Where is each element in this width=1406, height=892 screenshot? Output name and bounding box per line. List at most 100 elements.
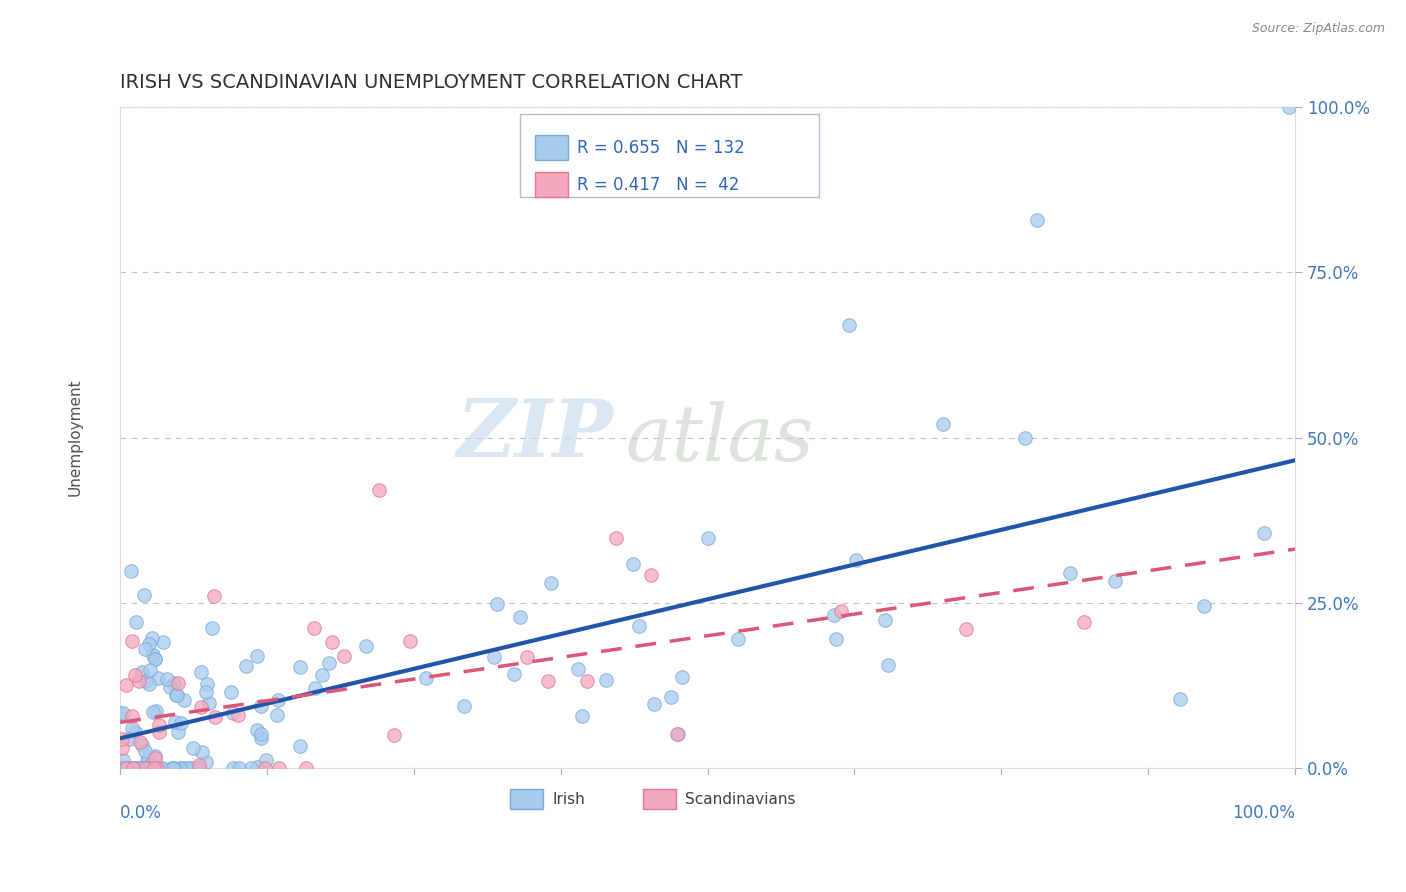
Point [143, 761, 166, 775]
Point [605, 531, 627, 545]
Point [239, 761, 262, 775]
Point [112, 753, 135, 767]
Point [152, 635, 174, 649]
Point [177, 761, 200, 775]
Point [134, 761, 156, 775]
Point [149, 761, 172, 775]
Point [540, 575, 562, 590]
Point [138, 677, 160, 691]
Point [143, 751, 166, 765]
FancyBboxPatch shape [520, 114, 820, 196]
Point [111, 741, 134, 756]
Point [142, 648, 165, 662]
Point [825, 632, 848, 646]
Point [148, 718, 170, 732]
Point [266, 707, 288, 722]
Point [249, 698, 271, 713]
Point [595, 673, 617, 687]
Point [120, 761, 142, 775]
Text: 0.0%: 0.0% [120, 804, 162, 822]
Point [121, 761, 143, 775]
Point [195, 677, 218, 691]
Point [955, 622, 977, 636]
Point [169, 761, 191, 775]
Text: 100.0%: 100.0% [1232, 804, 1295, 822]
Point [623, 557, 645, 571]
Point [537, 673, 560, 688]
Point [640, 568, 662, 582]
Point [1025, 212, 1047, 227]
Point [135, 673, 157, 688]
Point [666, 726, 689, 740]
Point [190, 665, 212, 680]
Point [115, 761, 138, 775]
Point [146, 671, 169, 685]
Text: IRISH VS SCANDINAVIAN UNEMPLOYMENT CORRELATION CHART: IRISH VS SCANDINAVIAN UNEMPLOYMENT CORRE… [120, 73, 742, 92]
Point [1278, 100, 1301, 114]
Point [254, 753, 277, 767]
Point [166, 688, 188, 702]
Point [823, 608, 845, 623]
Point [354, 640, 377, 654]
Point [1168, 692, 1191, 706]
Point [129, 761, 152, 775]
Point [169, 761, 191, 775]
Point [311, 668, 333, 682]
Point [162, 761, 184, 775]
Point [321, 635, 343, 649]
Point [190, 745, 212, 759]
Point [671, 670, 693, 684]
Point [235, 658, 257, 673]
Point [121, 633, 143, 648]
Point [267, 761, 290, 775]
Point [246, 723, 269, 738]
Point [114, 761, 136, 775]
Point [382, 728, 405, 742]
Point [112, 761, 135, 775]
Point [131, 761, 153, 775]
Point [304, 681, 326, 695]
Point [129, 735, 152, 749]
Point [482, 649, 505, 664]
Point [486, 597, 509, 611]
Point [318, 656, 340, 670]
Point [845, 553, 868, 567]
Point [288, 739, 311, 753]
Point [180, 761, 202, 775]
Point [145, 704, 167, 718]
Point [146, 761, 169, 775]
Text: atlas: atlas [626, 401, 814, 478]
Point [131, 738, 153, 752]
Point [571, 709, 593, 723]
Point [136, 754, 159, 768]
Point [174, 761, 197, 775]
Point [222, 706, 245, 720]
Point [134, 588, 156, 602]
Point [1253, 526, 1275, 541]
Bar [534, 172, 568, 197]
Text: ZIP: ZIP [457, 395, 613, 473]
Point [111, 706, 134, 720]
Point [181, 740, 204, 755]
Point [333, 649, 356, 664]
Point [121, 761, 143, 775]
Point [128, 674, 150, 689]
Point [295, 761, 318, 775]
Point [415, 671, 437, 685]
Point [228, 761, 250, 775]
Point [222, 761, 245, 775]
Point [575, 673, 598, 688]
Point [139, 761, 162, 775]
Point [110, 706, 132, 720]
Point [830, 604, 852, 618]
Point [194, 755, 217, 769]
Point [873, 613, 896, 627]
Point [110, 761, 132, 775]
Point [135, 761, 157, 775]
Point [143, 748, 166, 763]
Point [150, 761, 173, 775]
Point [143, 652, 166, 666]
Point [138, 636, 160, 650]
Point [170, 715, 193, 730]
Point [509, 610, 531, 624]
